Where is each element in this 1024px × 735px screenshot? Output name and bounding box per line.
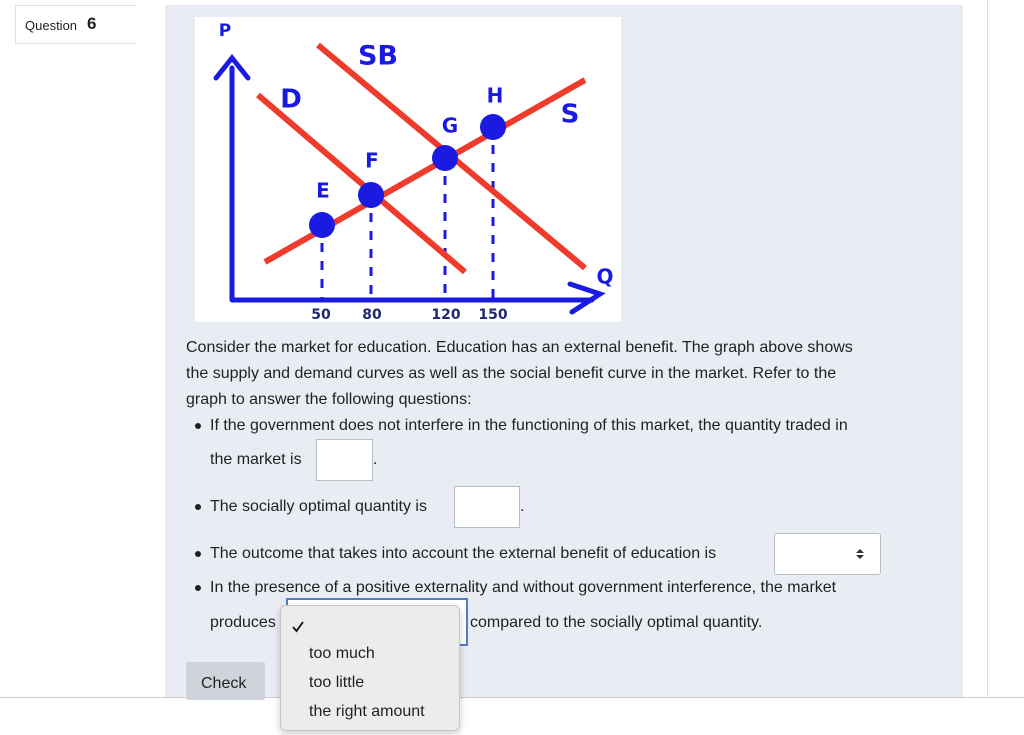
bullet — [195, 551, 201, 557]
answer-input[interactable] — [316, 439, 373, 481]
d-label: D — [280, 85, 302, 115]
footer-strip — [0, 697, 1024, 735]
question-label: Question — [25, 18, 78, 33]
graph-bg — [195, 17, 621, 322]
select-arrows — [856, 549, 864, 559]
point-label: E — [316, 179, 330, 203]
dropdown-menu: too much too little the right amount — [280, 605, 460, 731]
x-tick-label: 150 — [478, 307, 507, 322]
y-axis-label: P — [219, 21, 231, 41]
answer-input[interactable] — [454, 486, 520, 528]
select[interactable] — [774, 533, 881, 575]
item-end: . — [373, 451, 378, 468]
prompt-line: graph to answer the following questions: — [186, 391, 472, 408]
sb-label: SB — [358, 41, 398, 72]
question-info: Question 6 — [15, 5, 136, 44]
button-label: Check — [201, 675, 247, 692]
graph: P Q SB D S E F G H 50 80 120 150 — [195, 17, 621, 322]
dropdown-option[interactable]: the right amount — [309, 703, 425, 720]
bullet — [195, 423, 201, 429]
prompt-line: Consider the market for education. Educa… — [186, 339, 853, 356]
item-end: . — [520, 498, 525, 515]
item-end: compared to the socially optimal quantit… — [470, 614, 763, 631]
axes — [213, 53, 606, 315]
point-label: H — [487, 84, 504, 108]
point-label: G — [442, 114, 458, 138]
item-text: The outcome that takes into account the … — [210, 545, 717, 562]
item-text: In the presence of a positive externalit… — [210, 579, 837, 596]
prompt-line: the supply and demand curves as well as … — [186, 365, 837, 382]
bullet — [195, 504, 201, 510]
item-text: produces — [210, 614, 276, 631]
x-tick-label: 50 — [311, 307, 331, 322]
s-label: S — [561, 100, 580, 130]
question-number: 6 — [87, 14, 97, 33]
item-text: the market is — [210, 451, 302, 468]
item-text: The socially optimal quantity is — [210, 498, 427, 515]
demand-curve — [256, 92, 467, 275]
check-mark — [292, 621, 304, 633]
right-border — [987, 0, 988, 697]
dropdown-option[interactable]: too little — [309, 674, 365, 691]
x-tick-label: 80 — [362, 307, 382, 322]
x-tick-label: 120 — [431, 307, 460, 322]
dashed-lines — [320, 127, 495, 298]
x-axis-label: Q — [596, 265, 613, 289]
bullet — [195, 585, 201, 591]
check-button[interactable]: Check — [186, 662, 265, 700]
item-text: If the government does not interfere in … — [210, 417, 848, 434]
point-label: F — [365, 149, 379, 173]
dropdown-option[interactable]: too much — [309, 645, 375, 662]
points — [309, 114, 506, 238]
